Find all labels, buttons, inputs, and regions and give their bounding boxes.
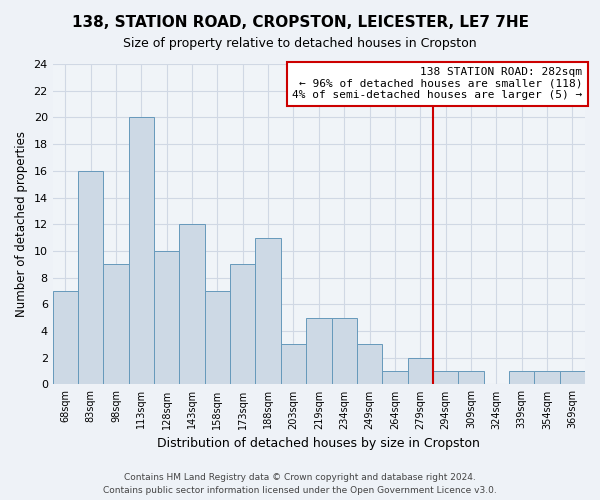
Bar — [560, 371, 585, 384]
Bar — [103, 264, 129, 384]
Bar — [458, 371, 484, 384]
Bar — [281, 344, 306, 385]
Bar — [382, 371, 407, 384]
Bar — [53, 291, 78, 384]
Text: 138 STATION ROAD: 282sqm
← 96% of detached houses are smaller (118)
4% of semi-d: 138 STATION ROAD: 282sqm ← 96% of detach… — [292, 67, 583, 100]
Bar — [256, 238, 281, 384]
Bar — [332, 318, 357, 384]
Bar — [179, 224, 205, 384]
Text: 138, STATION ROAD, CROPSTON, LEICESTER, LE7 7HE: 138, STATION ROAD, CROPSTON, LEICESTER, … — [71, 15, 529, 30]
Bar — [357, 344, 382, 385]
Text: Contains HM Land Registry data © Crown copyright and database right 2024.
Contai: Contains HM Land Registry data © Crown c… — [103, 473, 497, 495]
Bar — [306, 318, 332, 384]
Bar — [433, 371, 458, 384]
Bar — [129, 118, 154, 384]
Text: Size of property relative to detached houses in Cropston: Size of property relative to detached ho… — [123, 38, 477, 51]
Bar — [407, 358, 433, 384]
Bar — [154, 251, 179, 384]
Bar — [230, 264, 256, 384]
X-axis label: Distribution of detached houses by size in Cropston: Distribution of detached houses by size … — [157, 437, 480, 450]
Bar — [78, 171, 103, 384]
Y-axis label: Number of detached properties: Number of detached properties — [15, 131, 28, 317]
Bar — [205, 291, 230, 384]
Bar — [509, 371, 535, 384]
Bar — [535, 371, 560, 384]
